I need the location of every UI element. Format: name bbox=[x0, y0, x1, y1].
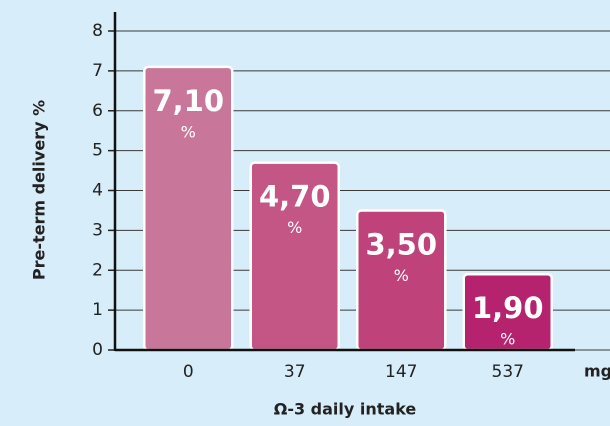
y-tick-label: 7 bbox=[92, 61, 103, 81]
data-label-unit: % bbox=[394, 266, 409, 285]
data-label-unit: % bbox=[500, 330, 515, 349]
x-tick-label: 0 bbox=[183, 362, 194, 382]
data-label: 3,50 bbox=[365, 227, 437, 261]
y-tick-label: 8 bbox=[92, 21, 103, 41]
x-axis-unit: mg bbox=[584, 362, 610, 381]
x-tick-label: 37 bbox=[284, 362, 306, 382]
x-tick-label: 537 bbox=[492, 362, 524, 382]
y-tick-label: 2 bbox=[92, 260, 103, 280]
x-tick-label: 147 bbox=[385, 362, 417, 382]
y-tick-label: 6 bbox=[92, 101, 103, 121]
y-tick-label: 1 bbox=[92, 300, 103, 320]
y-axis-title: Pre-term delivery % bbox=[30, 100, 49, 280]
y-tick-label: 0 bbox=[92, 340, 103, 360]
x-axis-title: Ω-3 daily intake bbox=[274, 400, 417, 419]
data-label: 7,10 bbox=[152, 84, 224, 118]
y-tick-label: 3 bbox=[92, 220, 103, 240]
y-tick-label: 5 bbox=[92, 141, 103, 161]
y-tick-label: 4 bbox=[92, 181, 103, 201]
data-label: 4,70 bbox=[259, 180, 331, 214]
data-label-unit: % bbox=[287, 218, 302, 237]
data-label: 1,90 bbox=[472, 291, 544, 325]
data-label-unit: % bbox=[181, 122, 196, 141]
